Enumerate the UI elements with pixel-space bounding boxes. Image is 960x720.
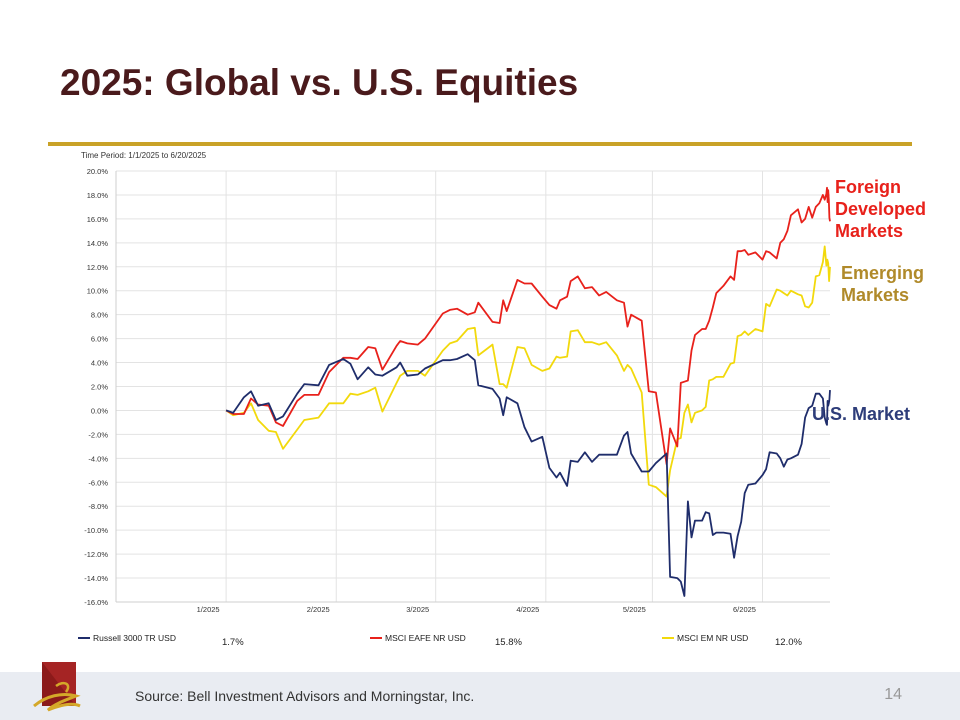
- legend-value: 1.7%: [222, 637, 244, 648]
- callout-emerging-line-2: Markets: [841, 285, 910, 305]
- x-tick-label: 1/2025: [197, 605, 220, 614]
- callout-foreign-line-1: Foreign: [835, 177, 901, 197]
- callout-foreign-developed: Foreign Developed Markets: [835, 176, 926, 242]
- y-tick-label: -10.0%: [84, 526, 108, 535]
- slide-footer: [0, 672, 960, 720]
- x-tick-label: 4/2025: [516, 605, 539, 614]
- series-line-1: [225, 186, 831, 466]
- series-line-0: [225, 353, 831, 597]
- callout-emerging-line-1: Emerging: [841, 263, 925, 283]
- y-tick-label: 0.0%: [91, 406, 108, 415]
- y-tick-label: 10.0%: [87, 287, 109, 296]
- series-line-2: [225, 245, 831, 498]
- x-tick-label: 2/2025: [307, 605, 330, 614]
- callout-foreign-line-2: Developed: [835, 199, 927, 219]
- series-lines: [225, 186, 831, 597]
- y-tick-label: -2.0%: [88, 430, 108, 439]
- x-tick-label: 3/2025: [406, 605, 429, 614]
- y-tick-label: 18.0%: [87, 191, 109, 200]
- y-tick-label: 12.0%: [87, 263, 109, 272]
- x-tick-label: 5/2025: [623, 605, 646, 614]
- y-tick-label: 14.0%: [87, 239, 109, 248]
- chart-time-period: Time Period: 1/1/2025 to 6/20/2025: [81, 151, 207, 160]
- legend-value: 12.0%: [775, 637, 802, 648]
- y-axis-ticks: 20.0% 18.0% 16.0% 14.0% 12.0% 10.0% 8.0% 6.0% 4.…: [84, 167, 108, 607]
- y-tick-label: 8.0%: [91, 311, 108, 320]
- page-number: 14: [884, 686, 902, 703]
- chart-grid: [115, 170, 830, 603]
- x-tick-label: 6/2025: [733, 605, 756, 614]
- y-tick-label: 6.0%: [91, 335, 108, 344]
- slide-title: 2025: Global vs. U.S. Equities: [60, 62, 579, 103]
- line-chart: Time Period: 1/1/2025 to 6/20/2025 20.0%…: [78, 151, 831, 648]
- legend-label: MSCI EM NR USD: [677, 633, 748, 643]
- x-axis-ticks: 1/2025 2/2025 3/2025 4/2025 5/2025 6/2025: [197, 605, 756, 614]
- legend-label: MSCI EAFE NR USD: [385, 633, 466, 643]
- y-tick-label: -14.0%: [84, 574, 108, 583]
- title-divider: [48, 142, 912, 146]
- callout-us-market: U.S. Market: [812, 403, 910, 425]
- callout-emerging: Emerging Markets: [841, 262, 924, 306]
- y-tick-label: -6.0%: [88, 478, 108, 487]
- chart-legend: Russell 3000 TR USD 1.7% MSCI EAFE NR USD 1…: [78, 633, 802, 648]
- bell-logo-icon: [33, 662, 81, 712]
- y-tick-label: -8.0%: [88, 502, 108, 511]
- y-tick-label: 16.0%: [87, 215, 109, 224]
- y-tick-label: 2.0%: [91, 383, 108, 392]
- y-tick-label: 4.0%: [91, 359, 108, 368]
- y-tick-label: 20.0%: [87, 167, 109, 176]
- y-tick-label: -4.0%: [88, 454, 108, 463]
- callout-foreign-line-3: Markets: [835, 221, 904, 241]
- y-tick-label: -12.0%: [84, 550, 108, 559]
- legend-value: 15.8%: [495, 637, 522, 648]
- footer-source: Source: Bell Investment Advisors and Mor…: [135, 688, 475, 704]
- legend-label: Russell 3000 TR USD: [93, 633, 176, 643]
- y-tick-label: -16.0%: [84, 598, 108, 607]
- callout-us-line-1: U.S. Market: [812, 404, 911, 424]
